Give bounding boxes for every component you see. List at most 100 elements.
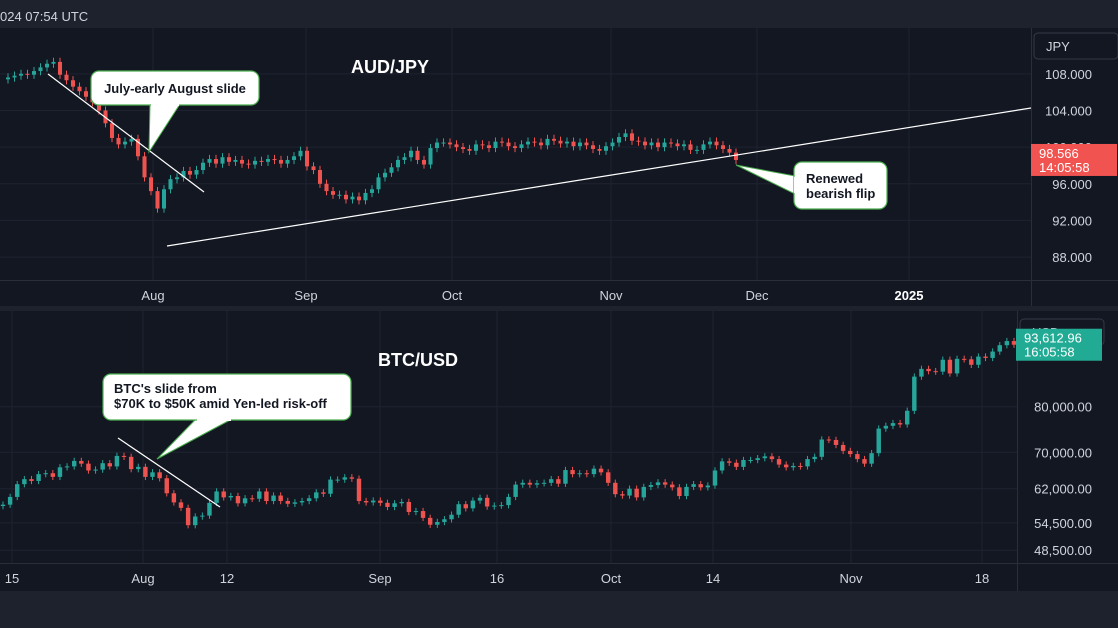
candle [22, 479, 27, 485]
y-tick-label: 54,500.00 [1034, 516, 1092, 531]
candle [142, 156, 147, 178]
candle [791, 465, 796, 468]
candle [12, 75, 17, 78]
candle [356, 196, 362, 201]
candle [31, 71, 37, 75]
candle [1011, 341, 1017, 345]
candle [603, 146, 609, 151]
candle [128, 456, 134, 470]
callout-text: bearish flip [806, 186, 875, 201]
chart-header: 024 07:54 UTC [0, 0, 1118, 28]
candle [328, 479, 333, 494]
candle [389, 167, 394, 173]
candle [541, 482, 547, 484]
candle [25, 73, 30, 75]
callout-text: $70K to $50K amid Yen-led risk-off [114, 396, 328, 411]
candle [406, 501, 412, 512]
candle [18, 73, 24, 76]
candle [29, 479, 34, 481]
candle [43, 473, 48, 475]
x-tick-label: Oct [442, 288, 463, 303]
candle [636, 140, 641, 142]
candle [252, 160, 258, 165]
candle [655, 142, 661, 148]
candle [213, 159, 219, 164]
candle [449, 514, 454, 520]
candle [649, 142, 654, 146]
candle [605, 472, 611, 483]
candle [648, 485, 654, 487]
candle [330, 191, 336, 195]
callout-text: Renewed [806, 171, 863, 186]
candle [64, 74, 69, 81]
candle [961, 358, 967, 360]
candle [755, 458, 760, 461]
candle [719, 461, 725, 471]
candle [484, 497, 490, 507]
candle [486, 145, 492, 149]
candle [292, 502, 298, 504]
price-value: 98.566 [1039, 146, 1079, 161]
candle [207, 159, 212, 163]
callout-pointer [156, 418, 233, 460]
candle [454, 144, 459, 148]
candle [155, 191, 160, 209]
candle [392, 503, 397, 507]
candle [187, 170, 193, 175]
candle [257, 491, 262, 499]
candle [239, 159, 245, 164]
candle [919, 368, 924, 377]
callout-join [197, 418, 231, 421]
candle [890, 423, 896, 426]
candle [538, 142, 544, 146]
price-time: 14:05:58 [1039, 160, 1090, 175]
candle [135, 138, 141, 157]
currency-button-frame [1033, 32, 1118, 60]
candle [954, 358, 960, 374]
candle [343, 194, 349, 200]
btcusd-chart[interactable]: BTC/USD 15 Aug 12 Sep 16 Oct 14 Nov 18 80,000.00 70… [0, 311, 1118, 591]
candle [278, 495, 283, 502]
x-tick-label: Oct [601, 571, 622, 586]
audjpy-chart[interactable]: AUD/JPY Aug Sep Oct Nov Dec 2025 108.000 104.000… [0, 28, 1118, 306]
x-tick-label: Sep [368, 571, 391, 586]
candle [382, 172, 388, 178]
candle [570, 470, 575, 475]
candle [442, 519, 447, 522]
candle [684, 486, 689, 497]
currency-button[interactable]: JPY [1033, 32, 1118, 60]
candle [473, 144, 479, 151]
candle [563, 470, 568, 484]
candle [314, 492, 319, 499]
candle [714, 141, 719, 146]
y-tick-label: 62,000.00 [1034, 482, 1092, 497]
candle [79, 460, 84, 464]
candle [207, 502, 212, 516]
candle [712, 470, 718, 486]
candle [265, 159, 271, 162]
candle [616, 137, 622, 143]
y-tick-label: 88.000 [1052, 250, 1092, 265]
candle [584, 142, 589, 146]
candle [997, 345, 1002, 352]
candle [463, 504, 468, 509]
candle [421, 159, 427, 165]
candle [677, 487, 682, 497]
candle [705, 485, 711, 488]
candle [415, 150, 420, 160]
price-value: 93,612.96 [1024, 331, 1082, 346]
candle [100, 463, 105, 470]
trendline [166, 107, 1032, 247]
candle [741, 460, 746, 467]
y-tick-label: 104.000 [1045, 103, 1092, 118]
candle [876, 428, 881, 454]
candle [904, 410, 910, 425]
candle [181, 170, 186, 178]
price-badge [1031, 143, 1117, 176]
y-tick-label: 96.000 [1052, 177, 1092, 192]
candle [897, 423, 903, 425]
candle [5, 77, 11, 80]
candle [805, 459, 810, 467]
candle [350, 196, 355, 200]
price-badge [1016, 328, 1102, 361]
